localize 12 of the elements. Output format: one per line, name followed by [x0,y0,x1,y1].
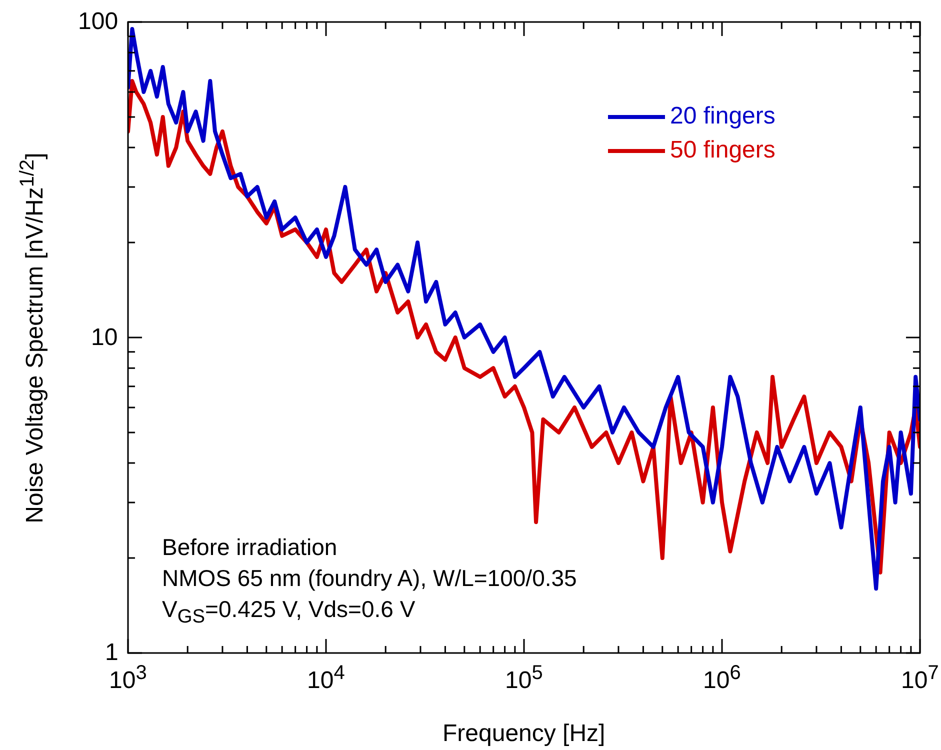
x-axis-title: Frequency [Hz] [442,720,606,747]
x-tick-label: 10$^{7}$ [901,662,939,694]
x-tick-label: 10$^{4}$ [307,662,345,694]
y-tick-label: 100 [78,8,118,35]
y-tick-label: 10 [91,324,118,350]
x-tick-label: 10$^{6}$ [703,662,741,694]
annotation: NMOS 65 nm (foundry A), W/L=100/0.35 [162,564,577,593]
legend-label: 20 fingers [670,102,776,130]
x-tick-label: 10$^{5}$ [505,662,543,694]
annotation: Before irradiation [162,533,338,562]
annotation: V$_{GS}$=0.425 V, Vds=0.6 V [162,595,416,630]
legend-label: 50 fingers [670,136,776,164]
